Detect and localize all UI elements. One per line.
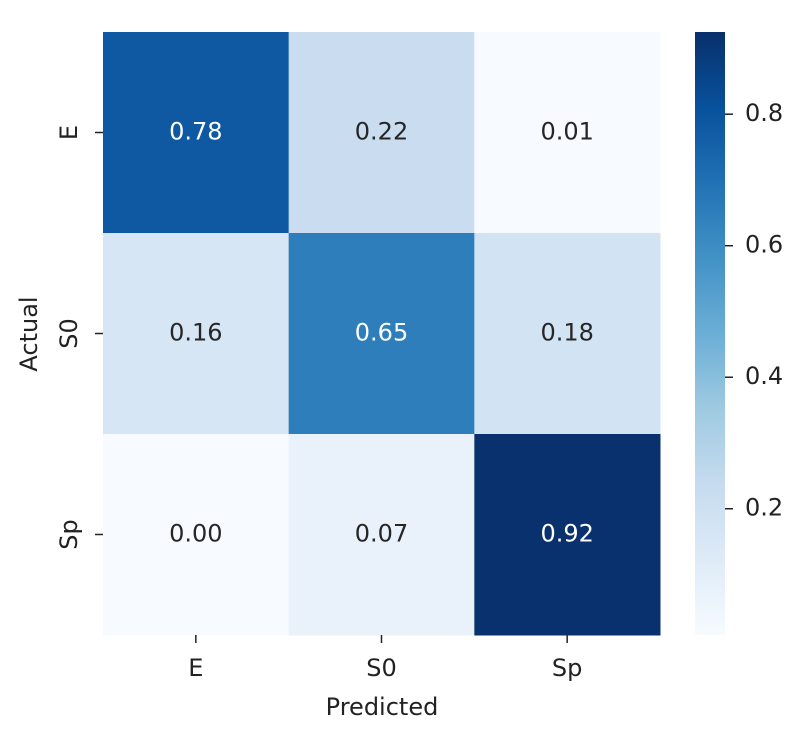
heatmap-cell — [288, 233, 475, 435]
y-tick-label: Sp — [55, 519, 83, 549]
x-axis-title: Predicted — [326, 693, 439, 721]
heatmap-cell — [474, 233, 661, 435]
cell-label: 0.65 — [355, 319, 408, 347]
colorbar — [695, 32, 725, 635]
heatmap-cell — [474, 434, 661, 636]
colorbar-tick-label: 0.4 — [745, 362, 783, 390]
heatmap-cell — [103, 32, 290, 234]
cell-label: 0.18 — [540, 319, 593, 347]
cell-label: 0.16 — [169, 319, 222, 347]
colorbar-tick-label: 0.8 — [745, 99, 783, 127]
heatmap-cell — [103, 434, 290, 636]
y-tick-label: S0 — [55, 318, 83, 349]
cell-label: 0.22 — [355, 118, 408, 146]
colorbar-tick-label: 0.6 — [745, 231, 783, 259]
heatmap-cell — [288, 434, 475, 636]
x-tick-label: E — [188, 654, 203, 682]
cell-label: 0.07 — [355, 520, 408, 548]
heatmap-cell — [103, 233, 290, 435]
y-tick-label: E — [55, 125, 83, 140]
colorbar-tick-label: 0.2 — [745, 494, 783, 522]
x-tick-label: Sp — [552, 654, 582, 682]
cell-label: 0.92 — [540, 520, 593, 548]
x-tick-label: S0 — [366, 654, 397, 682]
y-axis-title: Actual — [15, 296, 43, 371]
cell-label: 0.00 — [169, 520, 222, 548]
cell-label: 0.01 — [540, 118, 593, 146]
heatmap-cell — [288, 32, 475, 234]
cell-label: 0.78 — [169, 118, 222, 146]
heatmap-cell — [474, 32, 661, 234]
